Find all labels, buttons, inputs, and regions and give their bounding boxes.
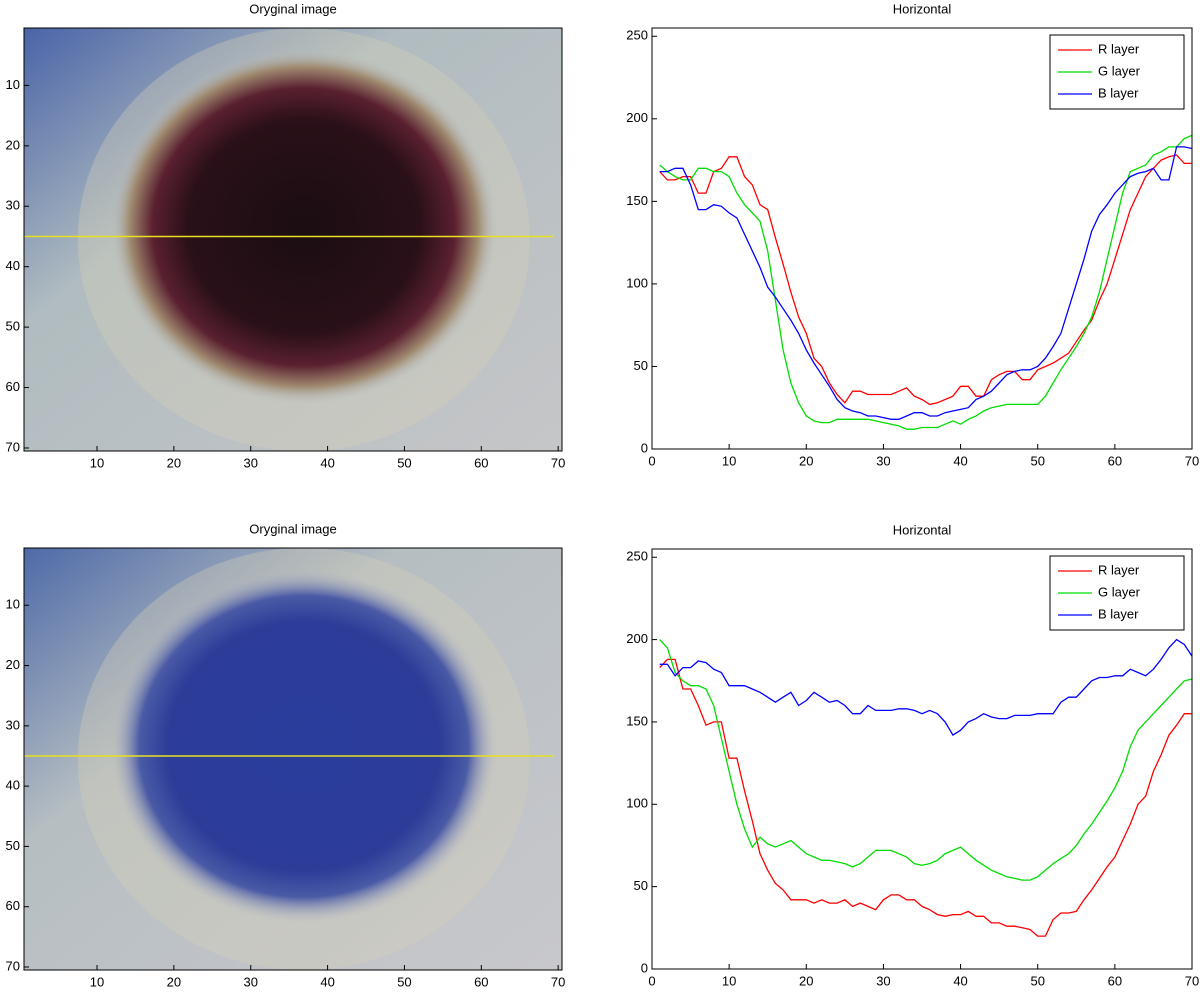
axes-frame	[23, 547, 563, 971]
axes-frame	[651, 548, 1193, 970]
y-tick-label: 150	[626, 713, 648, 728]
x-tick-label: 30	[243, 455, 257, 470]
y-tick-label: 60	[6, 898, 20, 913]
y-tick-label: 100	[626, 275, 648, 290]
series-line	[659, 154, 1192, 406]
x-tick-label: 70	[551, 455, 565, 470]
legend-label: B layer	[1098, 606, 1139, 621]
legend: R layer G layer B layer	[1049, 555, 1185, 631]
y-tick-label: 30	[6, 717, 20, 732]
series-line	[659, 146, 1193, 420]
y-tick-label: 50	[634, 878, 648, 893]
y-tick-label: 50	[634, 358, 648, 373]
x-tick-label: 20	[167, 974, 181, 989]
x-tick-label: 60	[474, 974, 488, 989]
image-panel: Oryginal image 10 20 30 40 50 60 70 10 20 30 40 50 60…	[6, 521, 566, 989]
x-tick-label: 20	[799, 453, 813, 468]
cell	[110, 569, 498, 924]
x-tick-label: 70	[551, 974, 565, 989]
x-tick-label: 10	[90, 455, 104, 470]
x-tick-label: 70	[1185, 453, 1199, 468]
x-tick-label: 60	[1108, 973, 1122, 988]
line-chart: Horizontal R layer G layer B layer 0 10 20 30 40…	[626, 1, 1199, 468]
legend-label: G layer	[1098, 63, 1141, 78]
x-tick-label: 50	[1030, 453, 1044, 468]
x-tick-label: 50	[397, 455, 411, 470]
chart-title: Oryginal image	[249, 1, 336, 16]
x-tick-label: 30	[876, 973, 890, 988]
x-tick-label: 60	[474, 455, 488, 470]
x-tick-label: 40	[953, 453, 967, 468]
y-tick-label: 10	[6, 597, 20, 612]
y-tick-label: 200	[626, 631, 648, 646]
y-tick-label: 40	[6, 258, 20, 273]
x-tick-label: 10	[722, 973, 736, 988]
legend-label: G layer	[1098, 584, 1141, 599]
y-tick-label: 250	[626, 549, 648, 564]
axes-frame	[23, 27, 563, 452]
y-tick-label: 20	[6, 657, 20, 672]
x-tick-label: 0	[648, 973, 655, 988]
y-tick-label: 70	[6, 439, 20, 454]
series-line	[659, 638, 1193, 737]
series-line	[659, 658, 1192, 937]
chart-title: Horizontal	[893, 522, 952, 537]
y-tick-label: 0	[641, 960, 648, 975]
x-tick-label: 40	[320, 974, 334, 989]
chart-title: Horizontal	[893, 1, 952, 16]
x-tick-label: 50	[1030, 973, 1044, 988]
series-line	[659, 134, 1193, 430]
x-tick-label: 10	[722, 453, 736, 468]
legend-label: R layer	[1098, 562, 1140, 577]
x-tick-label: 10	[90, 974, 104, 989]
y-tick-label: 50	[6, 319, 20, 334]
x-tick-label: 0	[648, 453, 655, 468]
x-tick-label: 60	[1108, 453, 1122, 468]
cell	[110, 49, 498, 405]
x-tick-label: 50	[397, 974, 411, 989]
x-tick-label: 30	[243, 974, 257, 989]
y-tick-label: 40	[6, 778, 20, 793]
x-tick-label: 40	[320, 455, 334, 470]
legend: R layer G layer B layer	[1049, 34, 1185, 110]
x-tick-label: 20	[799, 973, 813, 988]
series-line	[659, 639, 1193, 881]
x-tick-label: 70	[1185, 973, 1199, 988]
line-chart: Horizontal R layer G layer B layer 0 10 20 30 40…	[626, 522, 1199, 988]
y-tick-label: 100	[626, 796, 648, 811]
y-tick-label: 10	[6, 77, 20, 92]
axes-frame	[651, 27, 1193, 450]
y-tick-label: 0	[641, 440, 648, 455]
chart-title: Oryginal image	[249, 521, 336, 536]
image	[24, 548, 562, 970]
y-tick-label: 50	[6, 838, 20, 853]
x-tick-label: 30	[876, 453, 890, 468]
y-tick-label: 200	[626, 110, 648, 125]
y-tick-label: 150	[626, 193, 648, 208]
image-panel: Oryginal image 10 20 30 40 50 60 70 10 20 30 40 50 60…	[6, 1, 566, 470]
y-tick-label: 60	[6, 379, 20, 394]
x-tick-label: 40	[953, 973, 967, 988]
y-tick-label: 70	[6, 958, 20, 973]
x-tick-label: 20	[167, 455, 181, 470]
y-tick-label: 30	[6, 198, 20, 213]
legend-label: R layer	[1098, 41, 1140, 56]
legend-label: B layer	[1098, 85, 1139, 100]
y-tick-label: 250	[626, 28, 648, 43]
image	[24, 28, 562, 451]
y-tick-label: 20	[6, 137, 20, 152]
